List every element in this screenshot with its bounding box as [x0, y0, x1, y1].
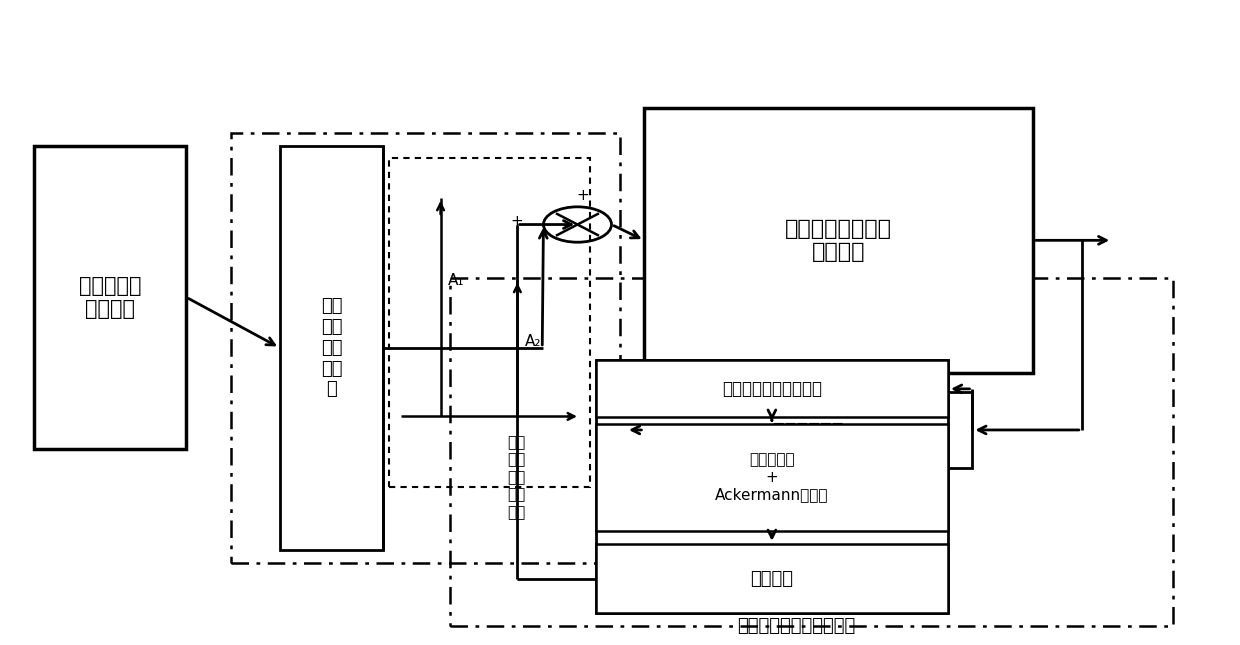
- Text: +: +: [511, 214, 523, 229]
- Text: 系统状态变量: 系统状态变量: [773, 421, 843, 439]
- Text: 系统
输入
时滞
整形
器: 系统 输入 时滞 整形 器: [321, 297, 342, 399]
- FancyBboxPatch shape: [595, 424, 949, 531]
- FancyBboxPatch shape: [595, 544, 949, 613]
- Text: 系统
全状
态反
馈调
节器: 系统 全状 态反 馈调 节器: [507, 435, 526, 520]
- FancyBboxPatch shape: [35, 146, 186, 449]
- Text: 传动轴系反馈控制系统: 传动轴系反馈控制系统: [722, 380, 822, 398]
- Text: A₂: A₂: [525, 334, 541, 349]
- Text: 风力发电机变桨距
传动轴系: 风力发电机变桨距 传动轴系: [785, 219, 893, 262]
- Text: 低速大扭矩
永磁电机: 低速大扭矩 永磁电机: [79, 275, 141, 319]
- FancyBboxPatch shape: [645, 392, 972, 468]
- Text: 反馈增益: 反馈增益: [750, 570, 794, 588]
- Text: 极点配置法
+
Ackermann公式法: 极点配置法 + Ackermann公式法: [715, 452, 828, 502]
- Text: 系统扭振强制稳定控制器: 系统扭振强制稳定控制器: [737, 617, 856, 635]
- Text: +: +: [575, 188, 589, 203]
- FancyBboxPatch shape: [645, 108, 1033, 373]
- FancyBboxPatch shape: [595, 361, 949, 613]
- FancyBboxPatch shape: [595, 361, 949, 417]
- Text: A₁: A₁: [448, 273, 464, 288]
- FancyBboxPatch shape: [280, 146, 383, 550]
